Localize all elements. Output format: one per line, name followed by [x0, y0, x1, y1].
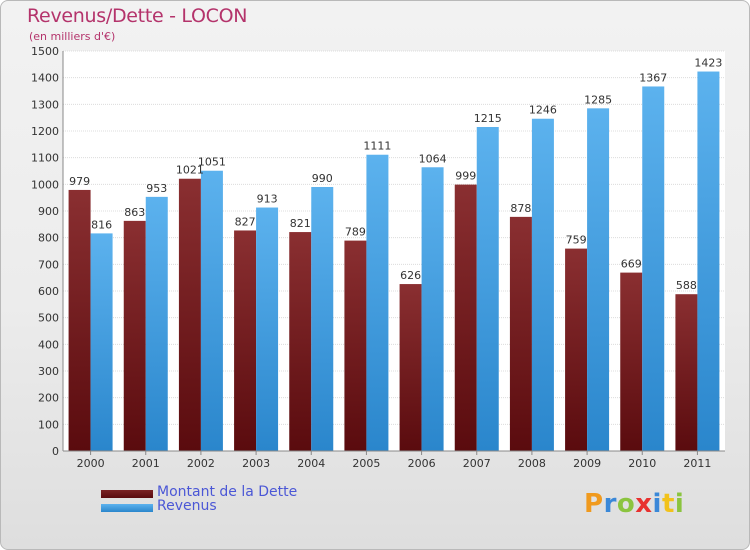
x-tick-label: 2008: [518, 457, 546, 470]
data-label: 821: [290, 217, 311, 230]
bar-debt: [289, 232, 312, 451]
bar-debt: [123, 220, 146, 451]
data-label: 1111: [363, 140, 391, 153]
data-label: 878: [510, 202, 531, 215]
x-tick-label: 2005: [352, 457, 380, 470]
data-label: 759: [566, 234, 587, 247]
x-tick-label: 2007: [463, 457, 491, 470]
x-tick-label: 2006: [408, 457, 436, 470]
bar-revenus: [421, 167, 444, 451]
y-tick-label: 400: [38, 338, 59, 351]
data-label: 626: [400, 269, 421, 282]
data-label: 953: [146, 182, 167, 195]
y-tick-label: 500: [38, 312, 59, 325]
bar-debt: [344, 240, 367, 451]
x-tick-label: 2009: [573, 457, 601, 470]
legend-label-debt: Montant de la Dette: [157, 484, 298, 500]
legend-swatch-revenus: [101, 504, 153, 512]
x-tick-label: 2011: [683, 457, 711, 470]
y-tick-label: 1400: [31, 72, 59, 85]
y-tick-label: 0: [52, 445, 59, 458]
legend-label-revenus: Revenus: [157, 498, 217, 514]
data-label: 913: [257, 193, 278, 206]
bar-debt: [620, 272, 643, 451]
data-label: 669: [621, 258, 642, 271]
data-label: 863: [124, 206, 145, 219]
x-tick-label: 2010: [628, 457, 656, 470]
y-tick-label: 200: [38, 392, 59, 405]
chart-subtitle: (en milliers d'€): [29, 30, 116, 43]
proxiti-logo: Proxiti: [584, 489, 685, 519]
data-label: 1246: [529, 104, 557, 117]
bar-revenus: [256, 207, 279, 451]
bar-revenus: [697, 71, 720, 452]
x-tick-label: 2000: [77, 457, 105, 470]
bar-debt: [509, 216, 532, 451]
y-tick-label: 900: [38, 205, 59, 218]
bar-revenus: [145, 196, 168, 451]
data-label: 827: [235, 215, 256, 228]
x-tick-label: 2003: [242, 457, 270, 470]
data-label: 1021: [176, 164, 204, 177]
data-label: 1367: [639, 71, 667, 84]
data-label: 1423: [694, 57, 722, 70]
bar-debt: [399, 284, 422, 451]
bar-revenus: [311, 187, 334, 451]
data-label: 1051: [198, 156, 226, 169]
y-tick-label: 1300: [31, 98, 59, 111]
legend-swatch-debt: [101, 490, 153, 498]
bar-revenus: [200, 170, 223, 451]
y-tick-label: 300: [38, 365, 59, 378]
bar-debt: [675, 294, 698, 451]
bar-debt: [565, 248, 588, 451]
y-tick-label: 1000: [31, 178, 59, 191]
bar-debt: [68, 189, 91, 451]
bar-revenus: [531, 118, 554, 451]
y-tick-label: 100: [38, 418, 59, 431]
y-tick-label: 600: [38, 285, 59, 298]
y-tick-label: 1200: [31, 125, 59, 138]
y-tick-label: 1500: [31, 45, 59, 58]
data-label: 816: [91, 218, 112, 231]
x-tick-label: 2002: [187, 457, 215, 470]
bar-revenus: [476, 127, 499, 451]
bar-debt: [234, 230, 257, 451]
data-label: 999: [455, 170, 476, 183]
data-label: 990: [312, 172, 333, 185]
bar-debt: [454, 184, 477, 451]
data-label: 588: [676, 279, 697, 292]
data-label: 1064: [419, 152, 447, 165]
x-tick-label: 2004: [297, 457, 325, 470]
data-label: 1285: [584, 93, 612, 106]
bar-revenus: [587, 108, 610, 451]
bar-debt: [178, 178, 201, 451]
data-label: 789: [345, 226, 366, 239]
bar-revenus: [366, 154, 389, 451]
chart-title: Revenus/Dette - LOCON: [27, 5, 248, 27]
data-label: 1215: [474, 112, 502, 125]
x-tick-label: 2001: [132, 457, 160, 470]
y-tick-label: 1100: [31, 152, 59, 165]
bar-revenus: [90, 233, 113, 451]
y-tick-label: 700: [38, 258, 59, 271]
plot-area: [63, 51, 725, 451]
y-tick-label: 800: [38, 232, 59, 245]
data-label: 979: [69, 175, 90, 188]
bar-revenus: [642, 86, 665, 451]
